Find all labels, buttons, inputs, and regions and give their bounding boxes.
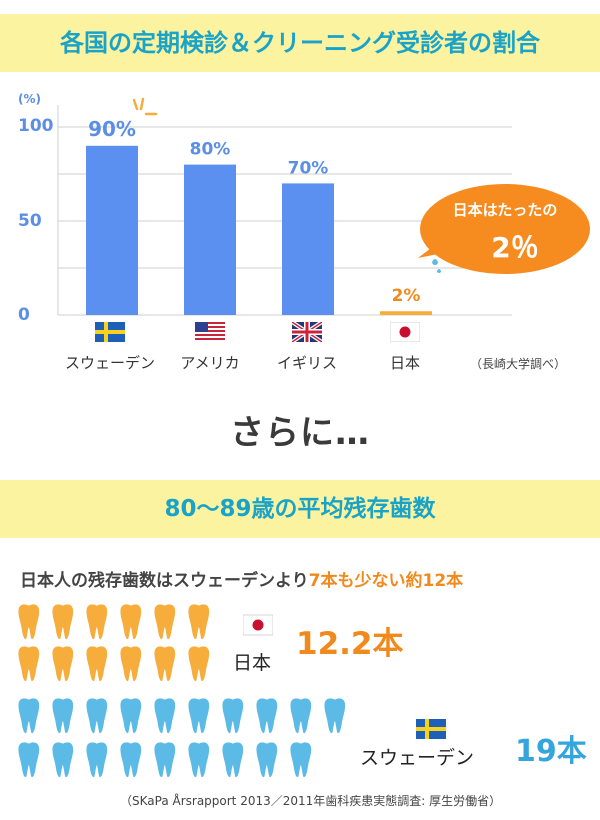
sweden-tooth-icon xyxy=(18,698,40,734)
sweden-tooth-icon xyxy=(52,698,74,734)
category-label-uk: イギリス xyxy=(276,354,337,372)
japan-tooth-icon xyxy=(18,646,40,682)
japan-tooth-icon xyxy=(86,604,108,640)
callout-text-line1: 日本はたったの xyxy=(452,201,558,219)
sweden-tooth-icon xyxy=(290,698,312,734)
japan-tooth-icon xyxy=(154,646,176,682)
chart-source: （長崎大学調べ） xyxy=(470,357,567,371)
sweden-tooth-icon xyxy=(188,698,210,734)
sweden-teeth-label: スウェーデン xyxy=(360,747,475,769)
data-label-1: 80% xyxy=(190,140,231,160)
callout-text-line2: 2％ xyxy=(491,231,539,264)
page-title-banner: 各国の定期検診＆クリーニング受診者の割合 xyxy=(0,14,600,72)
sweden-tooth-icon xyxy=(324,698,346,734)
page-title: 各国の定期検診＆クリーニング受診者の割合 xyxy=(60,29,540,57)
japan-tooth-icon xyxy=(52,646,74,682)
uk-flag-icon xyxy=(292,322,322,342)
sweden-tooth-icon xyxy=(256,742,278,778)
sweden-tooth-icon xyxy=(222,742,244,778)
japan-tooth-icon xyxy=(188,604,210,640)
sweden-tooth-icon xyxy=(290,742,312,778)
bar-1 xyxy=(184,164,236,315)
y-tick-0: 0 xyxy=(18,305,30,325)
y-unit-label: (%) xyxy=(18,92,41,106)
sweden-flag-icon-2 xyxy=(416,719,446,739)
sweden-tooth-icon xyxy=(86,698,108,734)
sweden-tooth-icon xyxy=(222,698,244,734)
japan-tooth-icon xyxy=(120,604,142,640)
comparison-highlight: 7本も少ない約12本 xyxy=(308,571,464,591)
category-label-sweden: スウェーデン xyxy=(64,354,155,372)
sweden-tooth-icon xyxy=(154,742,176,778)
bar-3 xyxy=(380,311,432,315)
sweden-tooth-icon xyxy=(188,742,210,778)
sweden-tooth-icon xyxy=(120,698,142,734)
japan-tooth-icon xyxy=(120,646,142,682)
category-label-japan: 日本 xyxy=(389,354,420,372)
sweden-tooth-icon xyxy=(154,698,176,734)
japan-tooth-icon xyxy=(86,646,108,682)
transition-text: さらに… xyxy=(230,413,370,453)
y-tick-50: 50 xyxy=(18,211,42,231)
sweden-teeth-value: 19本 xyxy=(515,734,587,769)
y-tick-100: 100 xyxy=(18,116,54,136)
callout-bubble xyxy=(418,184,590,274)
bar-0 xyxy=(86,145,138,315)
section-title-banner: 80〜89歳の平均残存歯数 xyxy=(0,480,600,538)
usa-flag-icon xyxy=(195,322,225,342)
comparison-sentence: 日本人の残存歯数はスウェーデンより7本も少ない約12本 xyxy=(20,566,600,591)
data-label-2: 70% xyxy=(288,158,329,178)
japan-tooth-icon xyxy=(188,646,210,682)
data-label-3: 2% xyxy=(392,286,421,306)
data-label-0: 90% xyxy=(88,117,136,141)
japan-tooth-icon xyxy=(154,604,176,640)
comparison-prefix: 日本人の残存歯数はスウェーデンより xyxy=(20,571,309,591)
bar-2 xyxy=(282,183,334,315)
japan-flag-icon-2 xyxy=(243,614,273,636)
japan-teeth-value: 12.2本 xyxy=(296,626,404,662)
sweden-tooth-icon xyxy=(256,698,278,734)
sweden-tooth-icon xyxy=(86,742,108,778)
japan-teeth-label: 日本 xyxy=(233,652,272,674)
sweat-drop-icon xyxy=(432,259,441,273)
footer-source: （SKaPa Årsrapport 2013／2011年歯科疾患実態調査: 厚生… xyxy=(120,794,502,808)
sweden-tooth-icon xyxy=(18,742,40,778)
japan-tooth-icon xyxy=(18,604,40,640)
japan-tooth-icon xyxy=(52,604,74,640)
sparkle-icon xyxy=(132,97,158,116)
section-title: 80〜89歳の平均残存歯数 xyxy=(164,496,436,522)
sweden-tooth-icon xyxy=(52,742,74,778)
bar-chart: 90% 80% 70% 2% xyxy=(57,97,590,316)
sweden-flag-icon xyxy=(95,322,125,342)
category-label-usa: アメリカ xyxy=(180,354,240,372)
japan-flag-icon xyxy=(390,322,420,342)
sweden-tooth-icon xyxy=(120,742,142,778)
